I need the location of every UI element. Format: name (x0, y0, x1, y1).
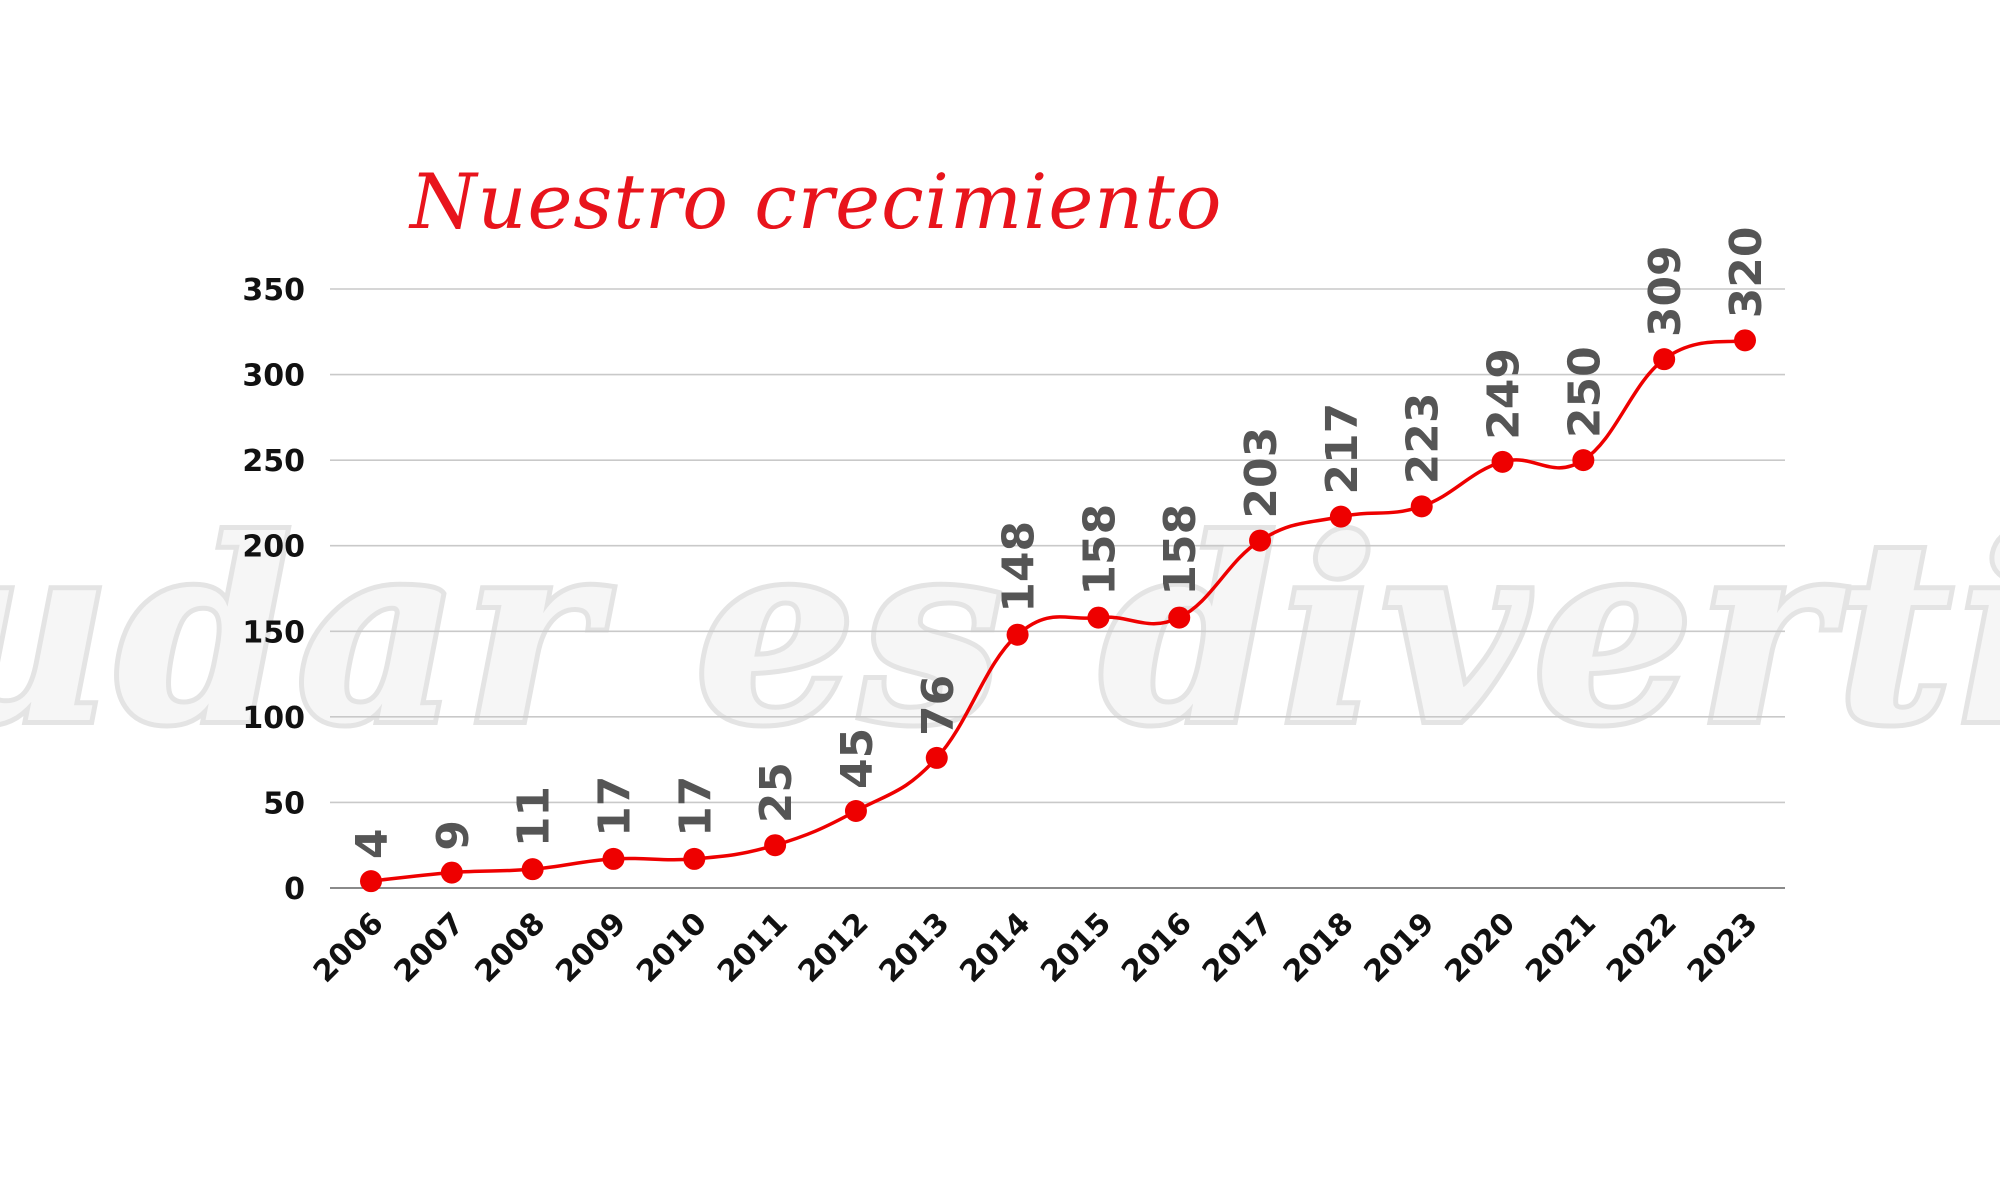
data-point-2011 (764, 834, 787, 857)
data-point-2021 (1572, 449, 1595, 472)
data-label-2016: 158 (1155, 504, 1206, 596)
data-point-2007 (440, 861, 463, 884)
data-point-2006 (360, 870, 382, 893)
data-label-2022: 309 (1640, 245, 1691, 337)
data-label-2014: 148 (994, 521, 1045, 613)
data-point-2013 (925, 746, 948, 769)
y-tick-label: 50 (263, 786, 305, 821)
data-point-2017 (1249, 529, 1272, 552)
chart-title: Nuestro crecimiento (408, 157, 1223, 246)
data-point-2012 (844, 799, 867, 822)
data-point-2016 (1168, 606, 1191, 629)
data-point-2020 (1491, 450, 1514, 473)
data-label-2018: 217 (1317, 403, 1368, 495)
data-point-2023 (1734, 329, 1756, 352)
x-tick-label: 2006 (307, 906, 391, 990)
x-tick-label: 2017 (1196, 906, 1280, 990)
data-point-2009 (602, 847, 625, 870)
data-label-2021: 250 (1559, 346, 1610, 438)
data-label-2007: 9 (428, 820, 479, 851)
x-tick-label: 2020 (1438, 906, 1522, 990)
grid-lines (330, 288, 1785, 889)
x-tick-label: 2015 (1034, 906, 1118, 990)
data-labels: 4 9 11 17 17 25 45 76 148 158 158 203 217 223 249 250 30… (347, 226, 1772, 859)
data-point-2022 (1653, 348, 1676, 371)
x-tick-label: 2022 (1600, 906, 1684, 990)
y-tick-label: 350 (242, 273, 305, 308)
data-label-2020: 249 (1479, 348, 1530, 440)
y-tick-label: 300 (242, 359, 305, 394)
data-label-2017: 203 (1236, 427, 1287, 519)
data-point-2015 (1087, 606, 1110, 629)
y-tick-label: 100 (242, 701, 305, 736)
x-tick-label: 2011 (711, 906, 795, 990)
data-label-2011: 25 (751, 762, 802, 823)
data-label-2015: 158 (1074, 504, 1125, 596)
data-label-2012: 45 (832, 728, 883, 789)
y-tick-label: 150 (242, 615, 305, 650)
data-point-2014 (1006, 623, 1029, 646)
x-axis-ticks: 2006200720082009201020112012201320142015… (307, 906, 1765, 990)
data-point-2018 (1329, 505, 1352, 528)
x-tick-label: 2008 (469, 906, 553, 990)
y-tick-label: 0 (284, 872, 305, 907)
x-tick-label: 2009 (549, 906, 633, 990)
x-tick-label: 2016 (1115, 906, 1199, 990)
x-tick-label: 2012 (792, 906, 876, 990)
x-tick-label: 2007 (388, 906, 472, 990)
x-tick-label: 2018 (1277, 906, 1361, 990)
x-tick-label: 2021 (1519, 906, 1603, 990)
y-tick-label: 200 (242, 530, 305, 565)
data-label-2013: 76 (913, 675, 964, 736)
data-point-2008 (521, 858, 544, 881)
data-label-2019: 223 (1398, 392, 1449, 484)
data-point-2019 (1410, 495, 1433, 518)
x-tick-label: 2019 (1358, 906, 1442, 990)
x-tick-label: 2014 (953, 906, 1037, 990)
y-tick-label: 250 (242, 444, 305, 479)
x-tick-label: 2013 (873, 906, 957, 990)
y-axis-ticks: 0 50 100 150 200 250 300 350 (242, 273, 305, 907)
data-label-2009: 17 (589, 776, 640, 837)
data-label-2023: 320 (1721, 226, 1772, 318)
data-label-2008: 11 (509, 786, 560, 847)
data-points (360, 329, 1756, 893)
data-label-2010: 17 (670, 776, 721, 837)
x-tick-label: 2023 (1681, 906, 1765, 990)
x-tick-label: 2010 (630, 906, 714, 990)
data-point-2010 (683, 847, 706, 870)
data-label-2006: 4 (347, 829, 398, 860)
